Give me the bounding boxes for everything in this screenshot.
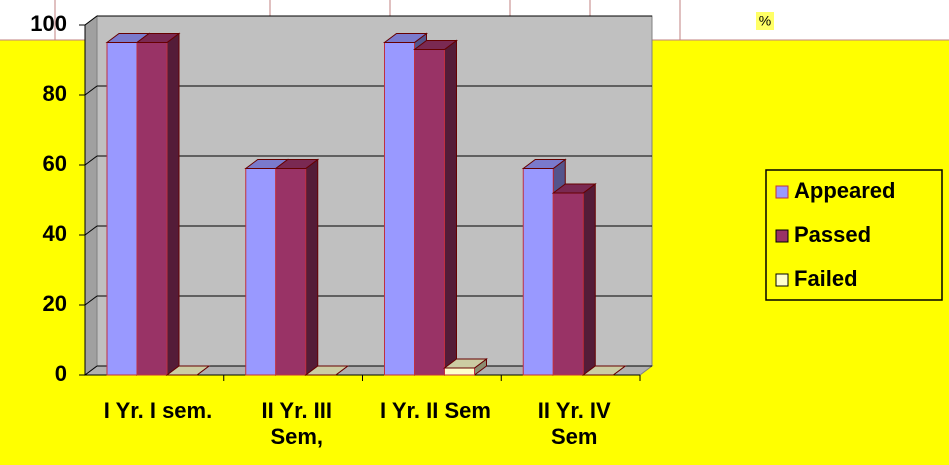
y-tick-label: 100 (30, 11, 67, 36)
y-tick-label: 80 (43, 81, 67, 106)
grid-line (84, 225, 98, 236)
bar-top (274, 159, 320, 169)
grid-line (84, 15, 98, 26)
bar-side (444, 39, 457, 376)
legend-swatch (775, 185, 789, 199)
bar (384, 42, 415, 376)
y-tick-label: 0 (55, 361, 67, 386)
legend (765, 169, 943, 301)
bar-top (304, 365, 350, 376)
bar (275, 168, 307, 376)
bar-top (135, 33, 181, 43)
bar (552, 192, 584, 376)
x-tick-label: II Yr. III Sem, (261, 398, 333, 449)
legend-label: Appeared (794, 178, 895, 203)
grid-line (84, 295, 98, 306)
legend-label: Passed (794, 222, 871, 247)
bar (245, 168, 277, 376)
bar-side (582, 183, 596, 376)
bar (136, 42, 168, 376)
legend-swatch (775, 229, 789, 243)
table-cell: % (759, 13, 771, 29)
bar-top (521, 159, 567, 169)
x-tick-label: I Yr. I sem. (103, 398, 213, 423)
bar-top (383, 33, 428, 43)
x-tick-label: II Yr. IV Sem (537, 398, 611, 449)
y-tick-label: 40 (43, 221, 67, 246)
bar-top (443, 358, 488, 369)
y-tick-label: 20 (43, 291, 67, 316)
bar-top (413, 40, 458, 50)
highlight (756, 12, 774, 30)
side-wall (84, 15, 98, 376)
bar-top (581, 365, 627, 376)
bar (414, 49, 445, 376)
bar-side (166, 32, 180, 376)
y-tick-label: 60 (43, 151, 67, 176)
bar-top (165, 365, 211, 376)
legend-swatch (775, 273, 789, 287)
x-tick-label: I Yr. II Sem (380, 398, 491, 423)
grid-line (84, 155, 98, 166)
bar (522, 168, 554, 376)
bar (106, 42, 138, 376)
grid-line (84, 365, 98, 376)
legend-label: Failed (794, 266, 858, 291)
bar-side (305, 158, 319, 376)
grid-line (84, 85, 98, 96)
bar-top (551, 183, 597, 194)
bar (444, 367, 475, 376)
